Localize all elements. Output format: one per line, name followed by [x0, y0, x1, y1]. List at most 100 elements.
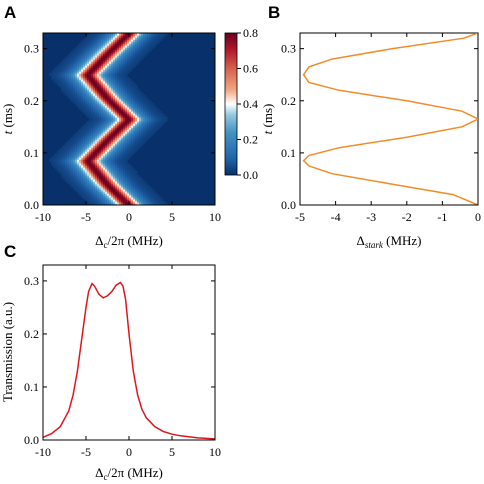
heatmap-cell — [123, 195, 126, 198]
heatmap-cell — [101, 171, 104, 174]
heatmap-cell — [99, 169, 102, 172]
heatmap-cell — [147, 201, 150, 204]
heatmap-cell — [125, 137, 128, 140]
heatmap-cell — [143, 141, 146, 144]
heatmap-cell — [103, 45, 106, 48]
heatmap-cell — [107, 123, 110, 126]
heatmap-cell — [65, 73, 68, 76]
heatmap-cell — [111, 63, 114, 66]
heatmap-cell — [77, 131, 80, 134]
heatmap-cell — [127, 187, 130, 190]
heatmap-cell — [61, 89, 64, 92]
heatmap-cell — [123, 157, 126, 160]
heatmap-cell — [65, 63, 68, 66]
heatmap-cell — [85, 183, 88, 186]
heatmap-cell — [81, 169, 84, 172]
heatmap-cell — [99, 157, 102, 160]
heatmap-cell — [95, 147, 98, 150]
heatmap-cell — [127, 141, 130, 144]
heatmap-cell — [123, 37, 126, 40]
heatmap-cell — [131, 117, 134, 120]
heatmap-cell — [71, 97, 74, 100]
heatmap-cell — [109, 61, 112, 64]
heatmap-cell — [127, 177, 130, 180]
heatmap-cell — [117, 121, 120, 124]
heatmap-cell — [73, 93, 76, 96]
heatmap-cell — [85, 177, 88, 180]
heatmap-cell — [87, 125, 90, 128]
heatmap-cell — [101, 73, 104, 76]
heatmap-cell — [121, 197, 124, 200]
heatmap-cell — [105, 145, 108, 148]
heatmap-cell — [119, 179, 122, 182]
heatmap-cell — [141, 133, 144, 136]
heatmap-cell — [75, 163, 78, 166]
heatmap-cell — [123, 81, 126, 84]
heatmap-cell — [151, 127, 154, 130]
heatmap-cell — [79, 173, 82, 176]
heatmap-cell — [127, 123, 130, 126]
heatmap-cell — [87, 133, 90, 136]
heatmap-cell — [109, 63, 112, 66]
heatmap-cell — [117, 61, 120, 64]
heatmap-cell — [113, 103, 116, 106]
heatmap-cell — [129, 97, 132, 100]
heatmap-cell — [107, 45, 110, 48]
heatmap-cell — [129, 67, 132, 70]
heatmap-cell — [63, 161, 66, 164]
heatmap-cell — [143, 125, 146, 128]
heatmap-cell — [85, 63, 88, 66]
heatmap-cell — [125, 129, 128, 132]
heatmap-cell — [65, 145, 68, 148]
heatmap-cell — [125, 161, 128, 164]
heatmap-cell — [109, 175, 112, 178]
heatmap-cell — [73, 89, 76, 92]
heatmap-cell — [63, 71, 66, 74]
heatmap-cell — [81, 83, 84, 86]
heatmap-cell — [71, 149, 74, 152]
heatmap-cell — [125, 113, 128, 116]
heatmap-cell — [119, 41, 122, 44]
heatmap-cell — [89, 133, 92, 136]
heatmap-cell — [61, 167, 64, 170]
heatmap-cell — [117, 183, 120, 186]
heatmap-cell — [137, 97, 140, 100]
heatmap-cell — [95, 131, 98, 134]
heatmap-cell — [95, 163, 98, 166]
heatmap-cell — [119, 191, 122, 194]
heatmap-cell — [153, 39, 156, 42]
heatmap-cell — [91, 33, 94, 36]
heatmap-cell — [131, 45, 134, 48]
heatmap-cell — [109, 163, 112, 166]
heatmap-cell — [121, 183, 124, 186]
heatmap-cell — [67, 153, 70, 156]
heatmap-cell — [115, 111, 118, 114]
heatmap-cell — [99, 159, 102, 162]
heatmap-cell — [127, 33, 130, 36]
heatmap-cell — [87, 61, 90, 64]
heatmap-cell — [101, 43, 104, 46]
heatmap-cell — [119, 79, 122, 82]
heatmap-cell — [103, 73, 106, 76]
heatmap-cell — [103, 51, 106, 54]
heatmap-cell — [61, 173, 64, 176]
heatmap-cell — [119, 149, 122, 152]
heatmap-cell — [101, 177, 104, 180]
heatmap-cell — [57, 157, 60, 160]
heatmap-cell — [133, 61, 136, 64]
heatmap-cell — [111, 161, 114, 164]
heatmap-cell — [145, 37, 148, 40]
heatmap-cell — [117, 151, 120, 154]
heatmap-cell — [71, 99, 74, 102]
heatmap-cell — [87, 99, 90, 102]
heatmap-cell — [101, 201, 104, 204]
heatmap-cell — [149, 47, 152, 50]
heatmap-cell — [63, 169, 66, 172]
heatmap-cell — [91, 201, 94, 204]
heatmap-cell — [109, 101, 112, 104]
heatmap-cell — [117, 103, 120, 106]
heatmap-cell — [115, 159, 118, 162]
heatmap-cell — [141, 129, 144, 132]
heatmap-cell — [83, 85, 86, 88]
heatmap-cell — [111, 165, 114, 168]
